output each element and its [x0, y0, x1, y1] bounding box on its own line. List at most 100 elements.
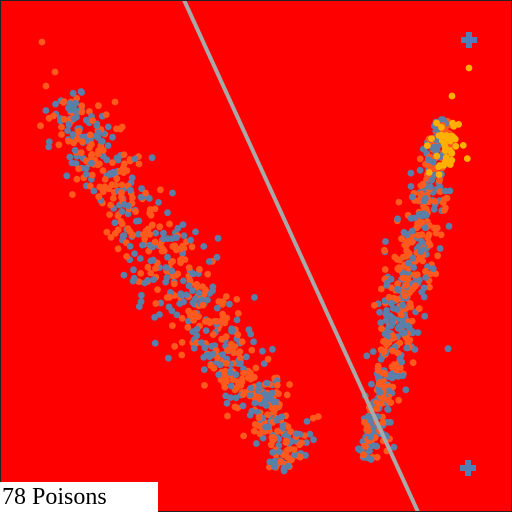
particle: [113, 175, 121, 183]
particle: [408, 227, 416, 235]
particle: [366, 447, 373, 455]
particle: [86, 182, 94, 190]
particle: [215, 298, 223, 305]
particle: [200, 353, 208, 361]
particle: [213, 253, 221, 261]
particle: [435, 163, 443, 171]
particle: [404, 276, 412, 283]
particle: [408, 317, 416, 325]
particle: [202, 327, 210, 334]
particle: [416, 166, 424, 174]
particle: [290, 446, 298, 453]
particle: [201, 344, 209, 352]
particle: [221, 383, 229, 391]
particle: [264, 411, 271, 418]
particle: [235, 349, 243, 357]
particle: [78, 102, 86, 110]
particle: [260, 360, 268, 367]
particle: [78, 108, 86, 116]
particle: [404, 259, 412, 267]
particle: [248, 408, 256, 415]
particle: [135, 278, 143, 286]
particle: [233, 296, 241, 303]
particle: [360, 451, 367, 459]
particle: [231, 403, 239, 411]
particle: [65, 121, 73, 129]
particle: [442, 187, 449, 195]
particle: [251, 421, 259, 428]
particle: [374, 362, 382, 370]
particle: [136, 255, 144, 262]
particle: [306, 430, 314, 438]
particle: [386, 398, 394, 406]
particle: [314, 413, 322, 420]
particle: [388, 363, 396, 371]
particle: [200, 366, 208, 373]
particle: [395, 396, 402, 404]
particle: [149, 256, 157, 264]
particle: [378, 325, 385, 332]
particle: [114, 245, 122, 253]
particle: [228, 327, 235, 335]
particle: [69, 131, 77, 138]
particle: [142, 189, 150, 197]
particle: [137, 193, 145, 201]
particle: [428, 176, 436, 184]
particle: [132, 208, 140, 216]
particle: [109, 195, 117, 202]
particle: [73, 135, 81, 143]
particle: [379, 394, 387, 402]
particle: [166, 293, 173, 301]
particle: [394, 349, 402, 357]
particle: [242, 353, 250, 361]
particle: [190, 344, 198, 352]
particle: [402, 386, 410, 394]
particle: [396, 339, 404, 347]
particle: [250, 427, 258, 435]
particle: [429, 265, 437, 273]
particle: [73, 175, 81, 183]
particle: [364, 427, 372, 435]
particle: [63, 172, 71, 180]
particle: [399, 301, 407, 309]
particle: [141, 279, 149, 287]
particle: [388, 370, 395, 378]
particle: [177, 291, 185, 299]
particle: [434, 252, 442, 260]
particle: [412, 271, 420, 279]
particle: [172, 234, 180, 242]
particle: [440, 207, 448, 214]
particle: [418, 238, 425, 245]
particle: [152, 229, 160, 237]
particle: [224, 412, 231, 420]
particle: [272, 404, 279, 412]
particle: [88, 171, 96, 179]
particle: [436, 245, 444, 252]
particle: [422, 267, 429, 275]
particle: [367, 456, 375, 463]
particle: [102, 111, 110, 118]
particle: [405, 249, 413, 257]
particle: [146, 231, 154, 238]
particle: [226, 300, 233, 308]
particle: [154, 286, 161, 293]
particle: [156, 223, 164, 231]
particle: [96, 183, 104, 191]
particle: [396, 322, 403, 330]
particle: [71, 146, 79, 154]
particle: [269, 345, 276, 353]
particle: [164, 253, 171, 261]
particle: [234, 331, 242, 339]
particle: [445, 222, 453, 230]
particle: [381, 337, 388, 345]
particle: [368, 380, 375, 388]
particle: [414, 231, 422, 239]
particle: [395, 198, 403, 206]
particle: [60, 98, 67, 106]
particle: [439, 199, 447, 207]
particle: [209, 331, 217, 338]
particle: [446, 161, 454, 169]
particle: [137, 298, 145, 306]
